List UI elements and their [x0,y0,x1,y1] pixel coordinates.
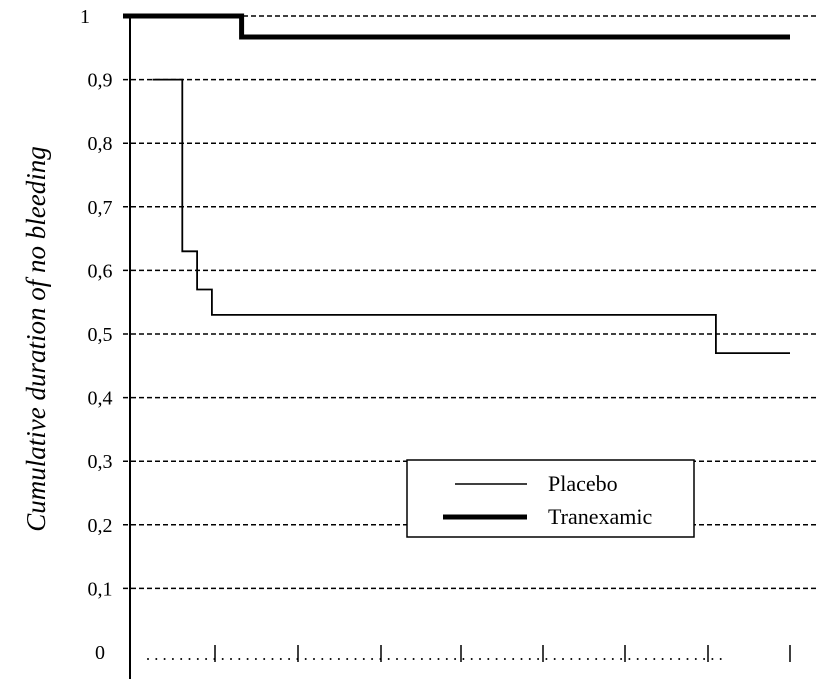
x-axis-dot [362,658,365,660]
y-tick-label: 0,9 [88,70,113,92]
legend: Placebo Tranexamic [406,459,695,538]
x-axis-dot [371,658,374,660]
grid-lines [123,15,817,590]
y-axis-label: Cumulative duration of no bleeding [21,146,51,531]
x-axis-dot [337,658,340,660]
y-tick-label: 0,1 [88,578,113,600]
x-axis-dot [686,658,689,660]
x-axis-dot [396,658,398,660]
x-axis-dot [188,658,191,660]
x-axis-dot [304,658,307,660]
x-axis-dot [603,658,606,660]
legend-box [406,459,695,538]
x-axis-dot [553,658,556,660]
x-axis-dot [678,658,681,660]
x-axis-dot [653,658,656,660]
x-axis-dot [595,658,598,660]
y-tick-label: 0,6 [88,260,113,282]
x-axis-dot [586,658,589,660]
x-axis-dot [628,658,631,660]
x-axis-dot [620,658,623,660]
x-axis-dot [537,658,540,660]
x-axis-dot [147,658,149,660]
x-axis-dot [545,658,548,660]
series-placebo [152,78,790,354]
x-axis-dot [279,658,282,660]
y-tick-label: 0,3 [88,451,113,473]
x-axis-dot [230,658,232,660]
legend-label-tranexamic: Tranexamic [548,504,653,529]
x-axis-dot [719,658,722,660]
x-axis-dot [238,658,241,660]
x-axis-dot [520,658,523,660]
x-axis-dot [246,658,249,660]
x-axis-dot [271,658,274,660]
x-axis-dot [694,658,697,660]
x-axis-dot [346,658,349,660]
x-axis-dot [429,658,432,660]
x-axis-dot [669,658,672,660]
y-tick-labels: 0 0,1 0,2 0,3 0,4 0,5 0,6 0,7 0,8 0,9 1 [80,6,113,664]
x-axis-dot [711,658,714,660]
x-axis-dot [495,658,498,660]
x-axis-dot [404,658,407,660]
x-axis-ticks [147,645,791,662]
x-axis-dot [636,658,639,660]
x-axis-dot [354,658,357,660]
x-axis-dot [512,658,515,660]
x-axis-dot [155,658,158,660]
y-tick-label: 1 [80,6,90,28]
x-axis-dot [562,658,564,660]
y-tick-label: 0,4 [88,388,113,410]
x-axis-dot [387,658,390,660]
x-axis-dot [437,658,440,660]
x-axis-dot [462,658,465,660]
x-axis-dot [420,658,423,660]
y-tick-label: 0,8 [88,133,113,155]
series-lines [123,13,790,354]
y-tick-label: 0,2 [88,515,113,537]
x-axis-dot [503,658,506,660]
legend-label-placebo: Placebo [548,471,618,496]
x-axis-dot [645,658,647,660]
x-axis-dot [313,658,315,660]
x-axis-dot [221,658,224,660]
x-axis-dot [445,658,448,660]
x-axis-dot [528,658,531,660]
x-axis-dot [703,658,706,660]
x-axis-dot [321,658,324,660]
x-axis-dot [412,658,415,660]
x-axis-dot [661,658,664,660]
x-axis-dot [329,658,332,660]
y-tick-label: 0,5 [88,324,113,346]
series-tranexamic [123,13,790,40]
x-axis-dot [196,658,199,660]
x-axis-dot [487,658,490,660]
y-tick-label: 0 [95,642,105,664]
y-tick-label: 0,7 [88,197,113,219]
x-axis-dot [470,658,473,660]
x-axis-dot [254,658,257,660]
x-axis-dot [163,658,166,660]
x-axis-dot [611,658,614,660]
x-axis-dot [171,658,174,660]
x-axis-dot [180,658,183,660]
x-axis-dot [479,658,481,660]
x-axis-dot [578,658,581,660]
x-axis-dot [570,658,573,660]
x-axis-dot [205,658,208,660]
x-axis-dot [263,658,266,660]
x-axis-dot [454,658,457,660]
x-axis-dot [288,658,291,660]
